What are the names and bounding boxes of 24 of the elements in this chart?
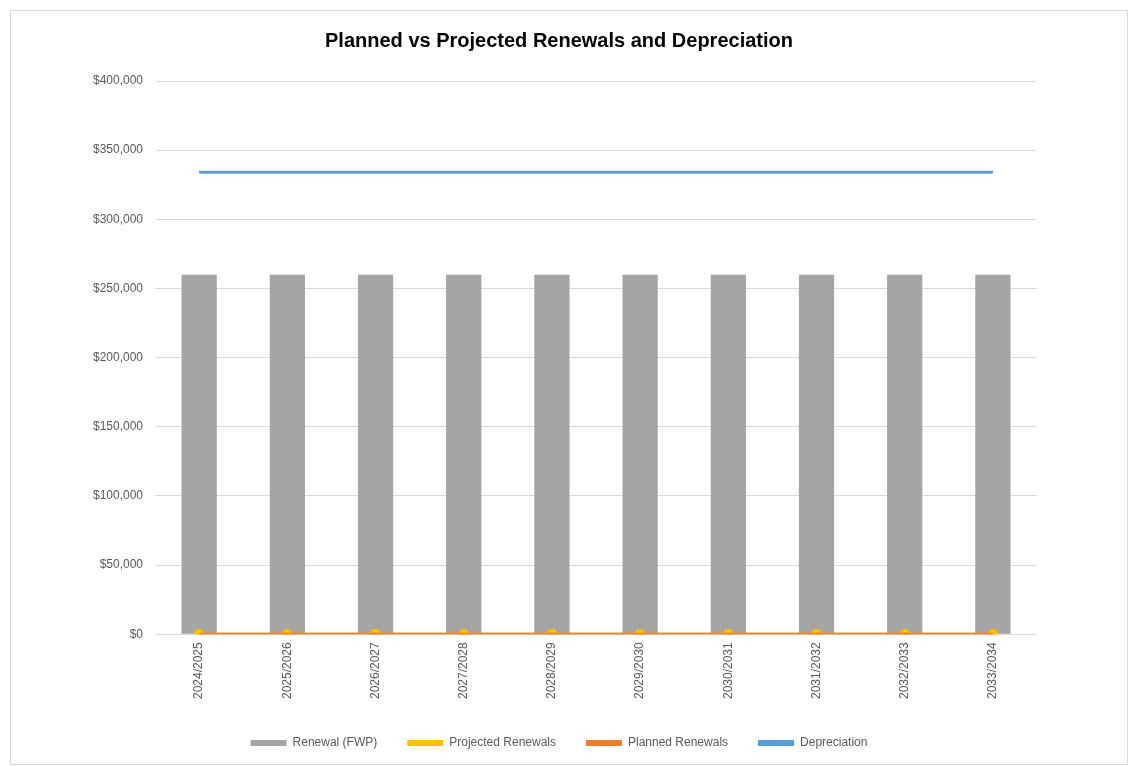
x-tick-label: 2030/2031 [720,641,735,700]
y-tick-label: $150,000 [92,419,144,434]
x-tick-label: 2028/2029 [544,641,559,700]
x-tick-label: 2031/2032 [808,641,823,700]
y-tick-label: $0 [129,626,144,641]
x-tick-label: 2032/2033 [897,641,912,700]
x-tick-label: 2029/2030 [632,641,647,700]
y-tick-label: $350,000 [92,142,144,157]
x-tick-label: 2024/2025 [191,641,206,700]
chart-title: Planned vs Projected Renewals and Depreciation [325,28,793,51]
y-tick-label: $50,000 [99,557,144,572]
x-tick-label: 2026/2027 [367,641,382,700]
legend-label: Depreciation [800,735,868,750]
x-tick-label: 2027/2028 [456,641,471,700]
y-tick-label: $400,000 [92,73,144,88]
legend-label: Projected Renewals [449,735,556,750]
y-tick-label: $250,000 [92,280,144,295]
x-tick-label: 2025/2026 [279,641,294,700]
x-tick-label: 2033/2034 [985,641,1000,700]
y-tick-label: $200,000 [92,349,144,364]
legend-label: Planned Renewals [627,735,729,750]
y-tick-label: $300,000 [92,211,144,226]
y-tick-label: $100,000 [92,488,144,503]
legend-label: Renewal (FWP) [292,735,378,750]
